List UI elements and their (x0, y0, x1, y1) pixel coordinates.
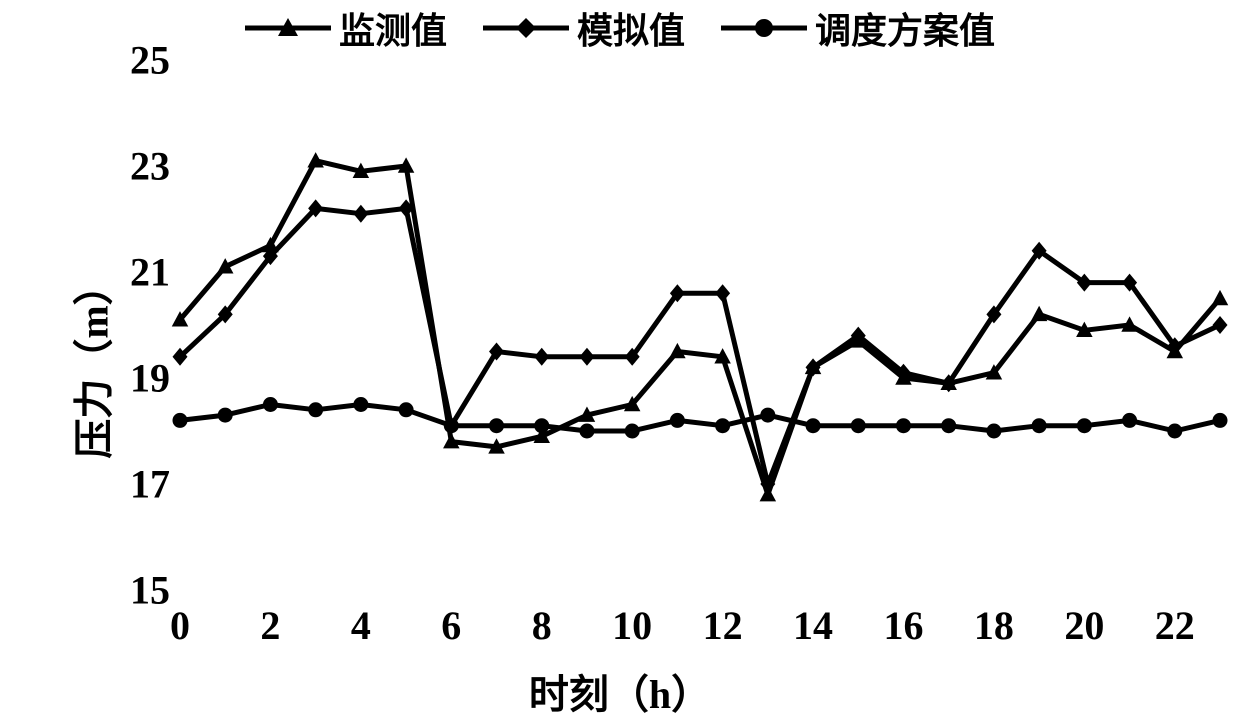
series-c-point (489, 418, 504, 433)
series-c-point (1213, 413, 1228, 428)
series-line-c (180, 405, 1220, 432)
series-c-point (399, 402, 414, 417)
series-c-point (353, 397, 368, 412)
series-c-point (986, 424, 1001, 439)
legend-label-a: 监测值 (339, 2, 447, 54)
x-tick-label: 14 (793, 602, 833, 649)
series-c-point (263, 397, 278, 412)
y-tick-label: 15 (90, 567, 170, 614)
x-tick-label: 2 (260, 602, 280, 649)
y-tick-label: 19 (90, 355, 170, 402)
legend-label-b: 模拟值 (577, 2, 685, 54)
chart-container: 监测值 模拟值 调度方案值 压力（m） 时刻（h） 15171921232502… (0, 0, 1240, 724)
y-tick-label: 17 (90, 461, 170, 508)
series-c-point (444, 418, 459, 433)
series-b-point (579, 348, 594, 366)
x-tick-label: 0 (170, 602, 190, 649)
x-tick-label: 22 (1155, 602, 1195, 649)
y-tick-label: 25 (90, 37, 170, 84)
series-c-point (806, 418, 821, 433)
series-c-point (715, 418, 730, 433)
legend-item-b: 模拟值 (483, 2, 685, 54)
legend-marker-circle-icon (721, 13, 807, 43)
y-tick-label: 23 (90, 143, 170, 190)
series-c-point (1032, 418, 1047, 433)
x-tick-label: 8 (532, 602, 552, 649)
legend-label-c: 调度方案值 (815, 2, 995, 54)
legend-item-c: 调度方案值 (721, 2, 995, 54)
x-tick-label: 18 (974, 602, 1014, 649)
series-b-point (715, 284, 730, 302)
legend: 监测值 模拟值 调度方案值 (0, 0, 1240, 54)
series-c-point (218, 408, 233, 423)
legend-marker-diamond-icon (483, 13, 569, 43)
series-b-point (534, 348, 549, 366)
x-tick-label: 4 (351, 602, 371, 649)
series-c-point (1122, 413, 1137, 428)
x-tick-label: 6 (441, 602, 461, 649)
x-tick-label: 12 (703, 602, 743, 649)
series-c-point (625, 424, 640, 439)
x-tick-label: 16 (883, 602, 923, 649)
series-b-point (353, 205, 368, 223)
series-c-point (760, 408, 775, 423)
legend-marker-triangle-icon (245, 13, 331, 43)
series-c-point (579, 424, 594, 439)
series-line-b (180, 208, 1220, 484)
x-tick-label: 10 (612, 602, 652, 649)
series-c-point (941, 418, 956, 433)
series-b-point (1213, 316, 1228, 334)
series-a-point (1212, 290, 1229, 305)
series-c-point (534, 418, 549, 433)
series-c-point (1077, 418, 1092, 433)
series-c-point (173, 413, 188, 428)
series-c-point (851, 418, 866, 433)
series-c-point (896, 418, 911, 433)
series-c-point (670, 413, 685, 428)
legend-item-a: 监测值 (245, 2, 447, 54)
series-a-point (1031, 306, 1048, 321)
series-c-point (1167, 424, 1182, 439)
x-axis-label: 时刻（h） (0, 662, 1240, 720)
x-tick-label: 20 (1064, 602, 1104, 649)
series-c-point (308, 402, 323, 417)
y-tick-label: 21 (90, 249, 170, 296)
